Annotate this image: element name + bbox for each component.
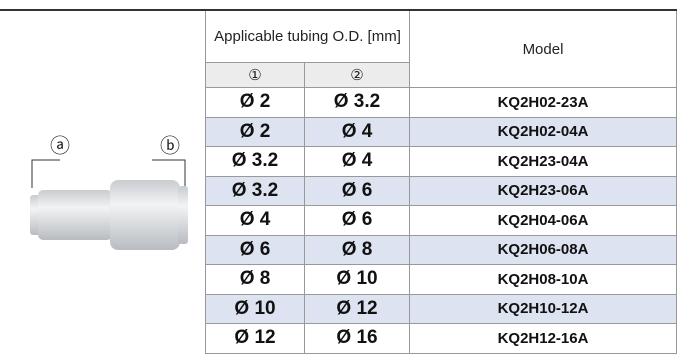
cell-od1-text: Ø 4 [239,209,271,231]
cell-od1: Ø 3.2 [205,147,305,177]
cell-od2-text: Ø 3.2 [333,91,381,113]
cell-od1: Ø 2 [205,117,305,147]
cell-od2-text: Ø 4 [341,150,373,172]
cell-model: KQ2H04-06A [410,206,677,236]
cell-od1-text: Ø 3.2 [231,179,279,201]
cell-model: KQ2H02-04A [410,117,677,147]
header-col1: ① [205,63,305,88]
cell-od2-text: Ø 6 [341,179,373,201]
cell-od1: Ø 3.2 [205,176,305,206]
header-tubing-text: Applicable tubing O.D. [mm] [214,28,401,45]
header-tubing: Applicable tubing O.D. [mm] [205,11,410,63]
cell-od2: Ø 10 [305,265,410,295]
cell-model-text: KQ2H06-08A [497,241,589,259]
cell-od1-text: Ø 8 [239,268,271,290]
cell-od2-text: Ø 8 [341,238,373,260]
cell-model-text: KQ2H04-06A [497,211,589,229]
cell-od2: Ø 3.2 [305,88,410,118]
cell-od2: Ø 6 [305,176,410,206]
cell-model-text: KQ2H08-10A [497,270,589,288]
cell-model-text: KQ2H23-06A [497,182,589,200]
cell-od1: Ø 10 [205,294,305,324]
cell-model: KQ2H23-04A [410,147,677,177]
cell-model-text: KQ2H23-04A [497,152,589,170]
cell-model: KQ2H10-12A [410,294,677,324]
cell-od2-text: Ø 4 [341,120,373,142]
cell-od1: Ø 4 [205,206,305,236]
cell-od2-text: Ø 6 [341,209,373,231]
header-model: Model [410,11,677,88]
cell-model-text: KQ2H12-16A [497,329,589,347]
fitting-figure: ⓐ ⓑ [30,134,188,250]
bracket-a [31,159,60,188]
cell-od1: Ø 2 [205,88,305,118]
cell-model-text: KQ2H02-04A [497,123,589,141]
cell-od2: Ø 8 [305,235,410,265]
cell-od1-text: Ø 10 [234,297,276,319]
cell-od2-text: Ø 16 [336,327,378,349]
cell-od1-text: Ø 6 [239,238,271,260]
cell-od1: Ø 8 [205,265,305,295]
header-col2-text: ② [350,67,364,84]
cell-model: KQ2H02-23A [410,88,677,118]
cell-od2-text: Ø 12 [336,297,378,319]
header-col2: ② [305,63,410,88]
collet-a [30,195,40,235]
cell-od2: Ø 16 [305,324,410,354]
bracket-b [152,159,186,188]
header-col1-text: ① [248,67,262,84]
cell-od1-text: Ø 3.2 [231,150,279,172]
collet-b [178,186,188,244]
cell-model-text: KQ2H02-23A [497,93,589,111]
cell-od2: Ø 6 [305,206,410,236]
top-rule [0,9,677,11]
cell-model: KQ2H06-08A [410,235,677,265]
cell-od2: Ø 4 [305,147,410,177]
body-small [38,190,112,240]
cell-model: KQ2H08-10A [410,265,677,295]
label-a: ⓐ [50,134,70,157]
cell-od2: Ø 4 [305,117,410,147]
cell-od1-text: Ø 2 [239,120,271,142]
cell-od2: Ø 12 [305,294,410,324]
cell-model: KQ2H12-16A [410,324,677,354]
cell-od1: Ø 12 [205,324,305,354]
cell-od2-text: Ø 10 [336,268,378,290]
cell-od1-text: Ø 12 [234,327,276,349]
cell-model-text: KQ2H10-12A [497,300,589,318]
cell-od1: Ø 6 [205,235,305,265]
cell-model: KQ2H23-06A [410,176,677,206]
body-large [110,180,180,250]
cell-od1-text: Ø 2 [239,91,271,113]
label-b: ⓑ [160,134,180,157]
header-model-text: Model [522,40,564,58]
